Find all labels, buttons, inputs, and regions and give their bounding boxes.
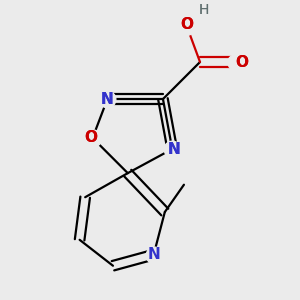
Text: O: O xyxy=(84,130,97,146)
Text: H: H xyxy=(199,3,209,17)
Text: N: N xyxy=(147,247,160,262)
Text: H: H xyxy=(199,3,209,17)
Text: N: N xyxy=(101,92,114,106)
Text: O: O xyxy=(181,17,194,32)
Text: N: N xyxy=(168,142,181,157)
Text: N: N xyxy=(101,92,114,106)
Text: O: O xyxy=(236,55,248,70)
Text: N: N xyxy=(168,142,181,157)
Text: O: O xyxy=(181,17,194,32)
Text: O: O xyxy=(84,130,97,146)
Text: O: O xyxy=(236,55,248,70)
